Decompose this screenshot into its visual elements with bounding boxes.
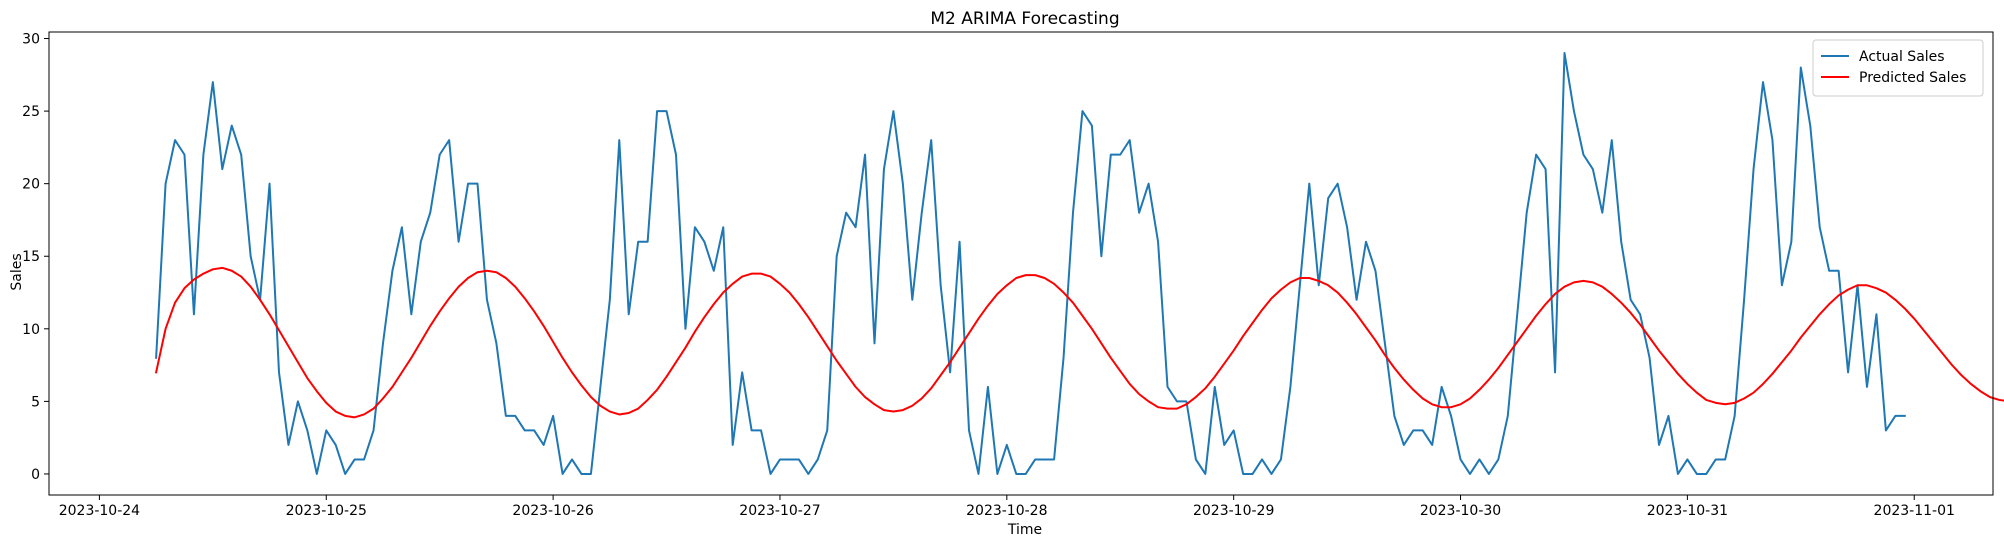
series-line-predicted-sales	[154, 266, 2004, 419]
y-tick-label: 5	[31, 394, 40, 410]
y-tick-label: 15	[22, 249, 40, 265]
chart-title: M2 ARIMA Forecasting	[930, 9, 1119, 29]
x-tick-label: 2023-10-30	[1420, 503, 1501, 519]
y-tick-label: 25	[22, 104, 40, 120]
y-tick-label: 10	[22, 322, 40, 338]
axis-ticks: 2023-10-24 2023-10-25 2023-10-26 2023-10-27…	[22, 32, 1955, 519]
y-tick-label: 30	[22, 32, 40, 48]
axes-frame	[48, 31, 1994, 496]
legend-box	[1812, 39, 1984, 97]
series-line-actual-sales	[155, 52, 1906, 475]
y-tick-label: 0	[31, 467, 40, 483]
x-tick-label: 2023-10-25	[286, 503, 367, 519]
x-tick-label: 2023-10-24	[59, 503, 140, 519]
x-tick-label: 2023-10-29	[1193, 503, 1274, 519]
legend-label-predicted-sales: Predicted Sales	[1859, 70, 1966, 86]
x-tick-label: 2023-10-27	[739, 503, 820, 519]
plot-area	[154, 52, 2004, 475]
y-tick-label: 20	[22, 177, 40, 193]
legend-label-actual-sales: Actual Sales	[1859, 49, 1945, 65]
x-tick-label: 2023-10-31	[1647, 503, 1728, 519]
y-axis-label: Sales	[9, 253, 25, 290]
x-tick-label: 2023-11-01	[1874, 503, 1955, 519]
x-axis-label: Time	[1007, 522, 1042, 538]
x-tick-label: 2023-10-28	[966, 503, 1047, 519]
x-tick-label: 2023-10-26	[512, 503, 593, 519]
legend: Actual Sales Predicted Sales	[1812, 39, 1984, 97]
